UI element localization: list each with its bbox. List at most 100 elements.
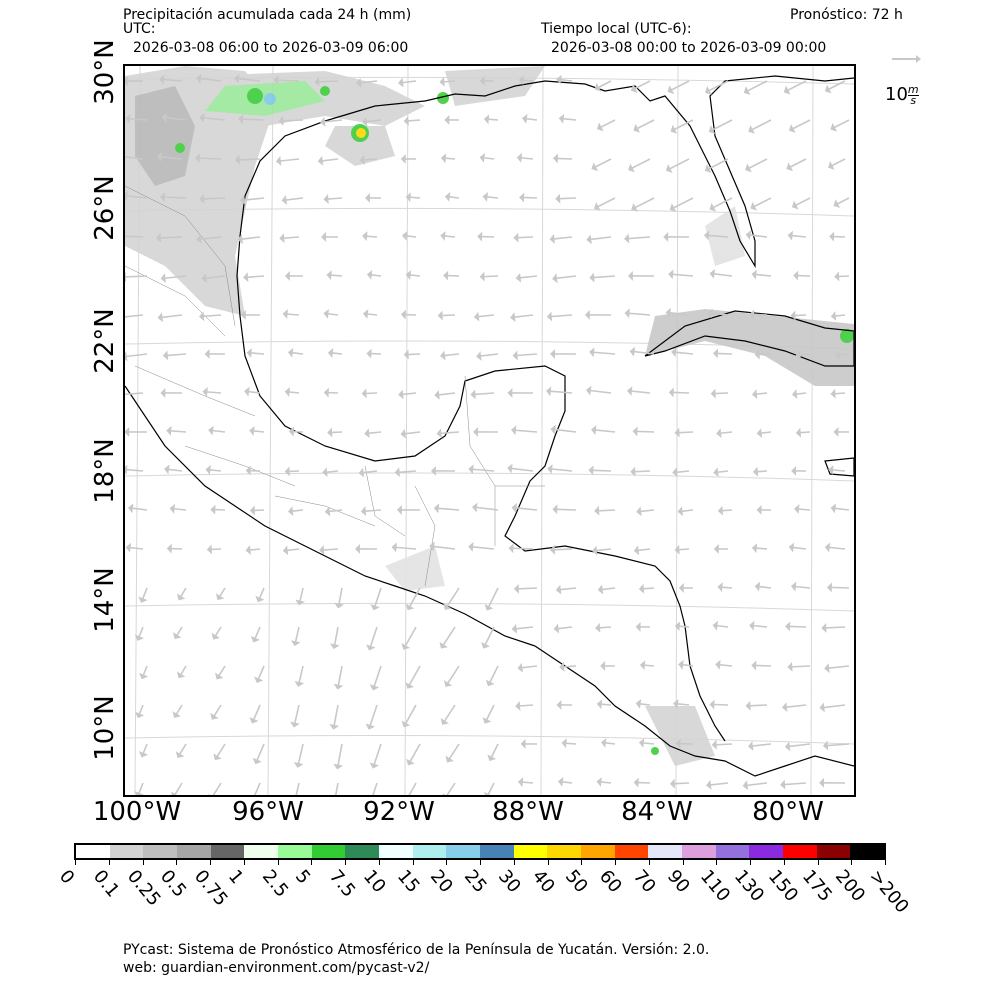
wind-arrow-head	[201, 273, 207, 284]
colorbar-tickmark	[176, 860, 178, 865]
wind-arrow-head	[482, 192, 488, 202]
wind-arrow-head	[674, 544, 680, 555]
wind-arrow-head	[437, 310, 443, 321]
wind-arrow	[286, 313, 300, 316]
wind-arrow-head	[293, 761, 304, 768]
wind-arrow-head	[439, 641, 448, 649]
wind-arrow	[164, 275, 187, 280]
wind-arrow	[446, 587, 460, 607]
wind-arrow	[480, 353, 499, 357]
local-time-label: Tiempo local (UTC-6):	[541, 21, 692, 37]
wind-arrow	[200, 236, 222, 240]
wind-arrow	[598, 509, 616, 512]
wind-arrow	[515, 429, 538, 433]
map-title: Precipitación acumulada cada 24 h (mm)	[123, 7, 412, 23]
colorbar-swatch	[547, 845, 582, 858]
wind-arrow	[440, 431, 460, 435]
wind-arrow-head	[213, 753, 222, 761]
wind-arrow-head	[288, 426, 294, 437]
wind-arrow-head	[125, 542, 132, 553]
wind-arrow-head	[517, 662, 523, 673]
wind-arrow	[719, 663, 733, 667]
wind-arrow	[294, 626, 300, 643]
wind-arrow-head	[282, 545, 289, 556]
wind-arrow-head	[369, 684, 380, 691]
colorbar-swatch	[143, 845, 178, 858]
wind-arrow-head	[206, 544, 212, 555]
wind-arrow	[592, 469, 612, 472]
wind-arrow	[327, 312, 339, 316]
wind-arrow-head	[519, 192, 525, 203]
wind-arrow	[784, 782, 807, 786]
colorbar-swatch	[749, 845, 784, 858]
wind-arrow-head	[329, 724, 340, 730]
colorbar-swatch	[278, 845, 312, 858]
wind-arrow-head	[243, 272, 249, 283]
wind-arrow	[755, 547, 768, 550]
wind-arrow-head	[668, 387, 674, 398]
wind-arrow	[218, 587, 226, 597]
wind-arrow	[331, 352, 343, 355]
wind-arrow-head	[745, 700, 751, 711]
wind-arrow	[404, 626, 417, 647]
wind-arrow-head	[667, 85, 675, 95]
wind-arrow-head	[748, 124, 755, 134]
wind-arrow-head	[784, 741, 791, 752]
wind-arrow	[285, 197, 304, 201]
wind-arrow	[523, 196, 538, 199]
wind-arrow-head	[624, 233, 630, 244]
wind-arrow-head	[596, 122, 604, 132]
wind-arrow	[125, 392, 144, 396]
wind-arrow-head	[440, 350, 446, 361]
wind-arrow	[753, 313, 768, 316]
wind-arrow	[487, 782, 495, 795]
wind-arrow-head	[434, 389, 440, 400]
colorbar-tick-label: 110	[696, 866, 735, 906]
wind-arrow	[138, 626, 144, 638]
wind-arrow	[673, 782, 690, 785]
wind-arrow-head	[406, 758, 415, 766]
wind-arrow-head	[287, 347, 294, 358]
wind-arrow	[633, 350, 655, 355]
wind-arrow	[373, 665, 382, 687]
wind-arrow-head	[482, 717, 492, 724]
wind-arrow-head	[405, 270, 412, 280]
wind-arrow	[631, 158, 651, 169]
colorbar-swatch	[446, 845, 481, 858]
wind-reference-arrow	[892, 55, 921, 63]
wind-arrow-head	[166, 543, 172, 554]
wind-arrow-head	[398, 77, 404, 88]
precip-colorbar	[74, 843, 886, 860]
wind-arrow	[254, 626, 261, 639]
wind-arrow-head	[440, 718, 449, 725]
wind-arrow-head	[751, 269, 757, 280]
wind-arrow-head	[600, 661, 606, 671]
wind-arrow	[747, 80, 768, 92]
wind-arrow	[200, 77, 222, 82]
wind-arrow-head	[394, 467, 400, 478]
wind-arrow-head	[780, 779, 786, 790]
wind-arrow	[288, 391, 300, 394]
wind-arrow	[642, 587, 655, 590]
wind-arrow-head	[287, 506, 294, 516]
wind-arrow	[180, 665, 187, 676]
wind-arrow	[789, 158, 807, 168]
wind-arrow-head	[157, 312, 164, 323]
wind-arrow-head	[668, 269, 674, 280]
wind-arrow	[831, 158, 846, 167]
wind-arrow	[252, 704, 261, 721]
wind-arrow	[409, 743, 421, 763]
wind-arrow	[291, 509, 304, 512]
wind-arrow	[205, 275, 226, 280]
wind-arrow	[366, 235, 378, 238]
wind-arrow-head	[638, 583, 645, 594]
wind-arrow	[833, 119, 850, 129]
wind-arrow-head	[202, 387, 208, 397]
wind-arrow-head	[370, 604, 380, 611]
wind-arrow-head	[294, 680, 305, 687]
colorbar-tick-label: 0	[54, 866, 79, 889]
wind-arrow-head	[244, 386, 250, 397]
colorbar-tickmark	[345, 860, 346, 865]
wind-arrow-head	[518, 75, 524, 86]
wind-arrow	[556, 275, 577, 280]
